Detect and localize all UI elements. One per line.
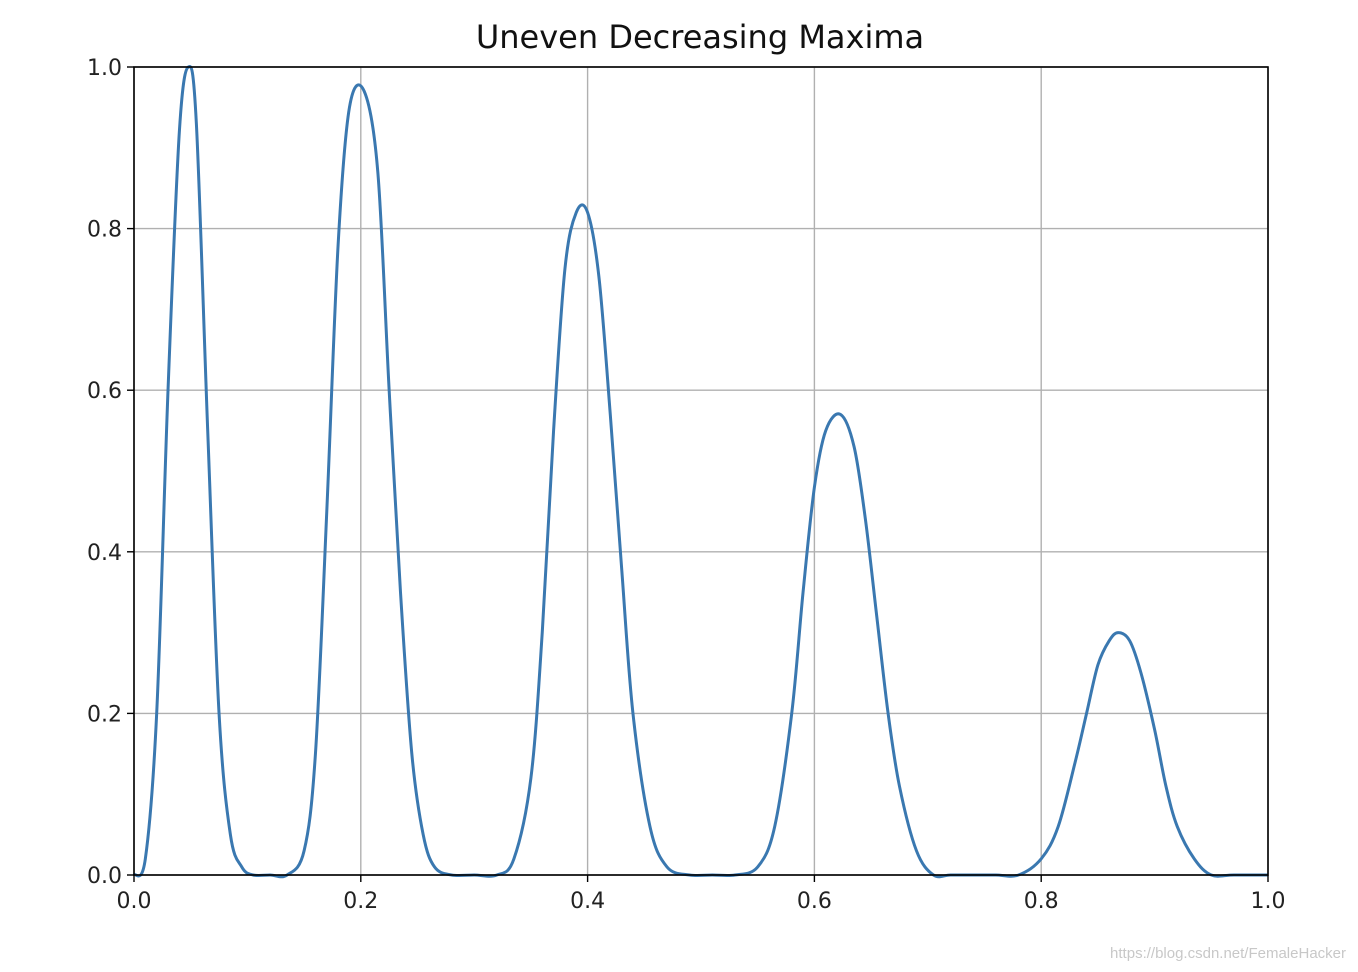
y-tick-label: 0.2 (87, 702, 122, 727)
y-tick-label: 0.6 (87, 379, 122, 404)
y-tick-label: 0.0 (87, 864, 122, 889)
series-lines (132, 65, 1268, 879)
plot-frame (133, 66, 1269, 876)
y-tick-label: 1.0 (87, 56, 122, 81)
x-tick-label: 0.4 (570, 889, 605, 914)
grid-lines (133, 66, 1269, 876)
x-tick-label: 0.2 (343, 889, 378, 914)
x-tick-label: 0.0 (117, 889, 152, 914)
y-tick-label: 0.4 (87, 541, 122, 566)
series-line-0 (132, 65, 1268, 879)
y-tick-label: 0.8 (87, 218, 122, 243)
y-axis-ticks: 0.0 0.2 0.4 0.6 0.8 1.0 (87, 56, 134, 889)
x-tick-label: 1.0 (1251, 889, 1286, 914)
watermark-text: https://blog.csdn.net/FemaleHacker (1110, 945, 1346, 962)
x-tick-label: 0.8 (1024, 889, 1059, 914)
x-axis-ticks: 0.0 0.2 0.4 0.6 0.8 1.0 (117, 875, 1286, 914)
chart-title: Uneven Decreasing Maxima (476, 18, 924, 56)
x-tick-label: 0.6 (797, 889, 832, 914)
